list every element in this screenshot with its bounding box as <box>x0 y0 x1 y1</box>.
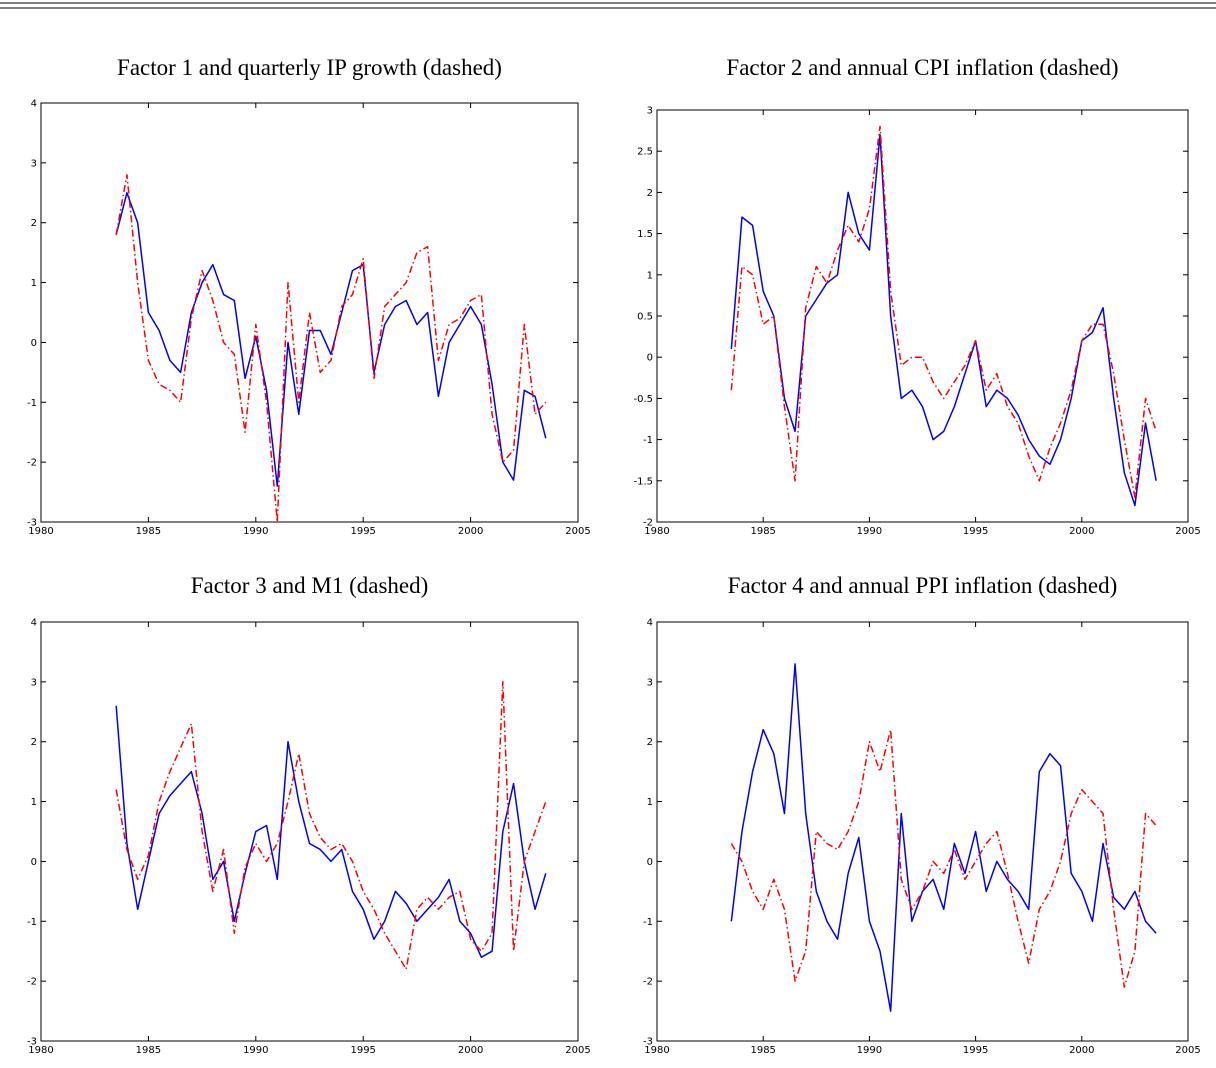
y-tick-label: 3 <box>647 677 653 688</box>
y-tick-label: 1 <box>647 797 653 808</box>
y-tick-label: 0.5 <box>637 312 653 323</box>
y-tick-label: -2 <box>643 518 653 529</box>
y-tick-label: 2.5 <box>637 147 653 158</box>
series-line <box>730 125 1157 499</box>
x-tick-label: 2005 <box>1175 1045 1200 1056</box>
series-line <box>730 663 1157 1012</box>
x-tick-label: 2000 <box>1069 526 1094 537</box>
x-tick-label: 1995 <box>963 1045 988 1056</box>
y-tick-label: -1 <box>27 398 37 409</box>
series-line <box>115 192 547 487</box>
y-tick-label: -2 <box>27 458 37 469</box>
x-tick-label: 1985 <box>136 1045 161 1056</box>
series-line <box>115 705 547 958</box>
y-tick-label: 4 <box>647 618 653 629</box>
plot-area <box>40 621 579 1042</box>
x-tick-label: 2005 <box>565 1045 590 1056</box>
plot-area <box>656 109 1189 523</box>
series-line <box>115 174 547 523</box>
chart-title: Factor 1 and quarterly IP growth (dashed… <box>117 55 502 80</box>
series-line <box>115 681 547 970</box>
y-tick-label: 0 <box>647 857 653 868</box>
y-tick-label: 1 <box>31 797 37 808</box>
x-tick-label: 1980 <box>28 1045 53 1056</box>
y-tick-label: -2 <box>27 977 37 988</box>
plot-area <box>40 102 579 523</box>
x-tick-label: 1985 <box>750 526 775 537</box>
y-tick-label: 3 <box>31 677 37 688</box>
y-tick-label: 1 <box>647 270 653 281</box>
series-line <box>730 728 1157 988</box>
y-tick-label: 0 <box>647 353 653 364</box>
x-tick-label: 1985 <box>750 1045 775 1056</box>
x-tick-label: 1990 <box>857 1045 882 1056</box>
x-tick-label: 1980 <box>28 526 53 537</box>
x-tick-label: 1990 <box>243 1045 268 1056</box>
y-tick-label: -0.5 <box>633 394 653 405</box>
x-tick-label: 1990 <box>857 526 882 537</box>
y-tick-label: -3 <box>27 1037 37 1048</box>
chart-title: Factor 3 and M1 (dashed) <box>191 573 429 598</box>
y-tick-label: -1 <box>27 917 37 928</box>
y-tick-label: 0 <box>31 338 37 349</box>
y-tick-label: 2 <box>647 737 653 748</box>
x-tick-label: 2005 <box>1175 526 1200 537</box>
x-tick-label: 1995 <box>350 526 375 537</box>
y-tick-label: 4 <box>31 99 37 110</box>
x-tick-label: 2000 <box>458 1045 483 1056</box>
x-tick-label: 2005 <box>565 526 590 537</box>
y-tick-label: 3 <box>31 158 37 169</box>
x-tick-label: 1985 <box>136 526 161 537</box>
y-tick-label: 2 <box>31 218 37 229</box>
x-tick-label: 1980 <box>644 526 669 537</box>
y-tick-label: 1 <box>31 278 37 289</box>
x-tick-label: 1995 <box>350 1045 375 1056</box>
chart-title: Factor 2 and annual CPI inflation (dashe… <box>726 55 1118 80</box>
x-tick-label: 1980 <box>644 1045 669 1056</box>
y-tick-label: 3 <box>647 106 653 117</box>
y-tick-label: 2 <box>647 188 653 199</box>
plot-area <box>656 621 1189 1042</box>
y-tick-label: -3 <box>643 1037 653 1048</box>
y-tick-label: 0 <box>31 857 37 868</box>
y-tick-label: 2 <box>31 737 37 748</box>
chart-title: Factor 4 and annual PPI inflation (dashe… <box>728 573 1118 598</box>
y-tick-label: -3 <box>27 518 37 529</box>
x-tick-label: 1995 <box>963 526 988 537</box>
y-tick-label: -1 <box>643 435 653 446</box>
y-tick-label: -1 <box>643 917 653 928</box>
x-tick-label: 2000 <box>458 526 483 537</box>
x-tick-label: 2000 <box>1069 1045 1094 1056</box>
y-tick-label: -1.5 <box>633 476 653 487</box>
y-tick-label: -2 <box>643 977 653 988</box>
y-tick-label: 1.5 <box>637 229 653 240</box>
x-tick-label: 1990 <box>243 526 268 537</box>
y-tick-label: 4 <box>31 618 37 629</box>
